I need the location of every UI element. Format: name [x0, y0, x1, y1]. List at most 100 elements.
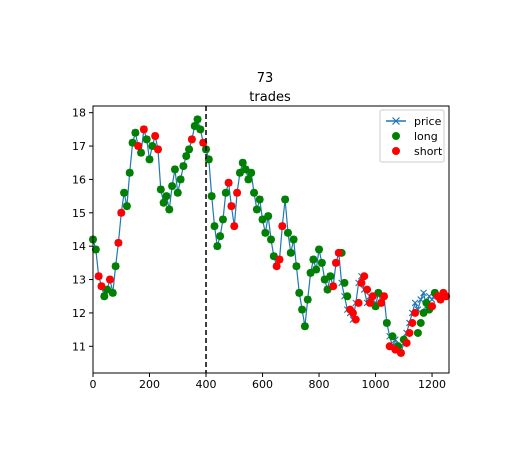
short-point	[153, 145, 162, 154]
long-point	[91, 245, 100, 254]
long-point	[315, 245, 324, 254]
long-point	[165, 205, 174, 214]
long-point	[193, 115, 202, 124]
y-tick-label: 12	[72, 307, 86, 320]
short-point	[357, 278, 366, 287]
long-point	[159, 198, 168, 207]
long-point	[168, 182, 177, 191]
long-point	[382, 318, 391, 327]
short-point	[365, 298, 374, 307]
x-tick-label: 1200	[418, 378, 446, 391]
long-point	[120, 188, 129, 197]
long-point	[281, 195, 290, 204]
short-point	[377, 298, 386, 307]
legend-long-marker	[392, 132, 400, 140]
y-tick-label: 11	[72, 340, 86, 353]
long-point	[326, 272, 335, 281]
x-tick-label: 600	[252, 378, 273, 391]
long-point	[182, 152, 191, 161]
y-tick-label: 15	[72, 207, 86, 220]
legend-short-label: short	[414, 145, 443, 158]
long-point	[286, 248, 295, 257]
short-point	[94, 272, 103, 281]
long-point	[264, 212, 273, 221]
long-point	[309, 255, 318, 264]
long-point	[317, 258, 326, 267]
short-point	[105, 275, 114, 284]
y-tick-label: 13	[72, 274, 86, 287]
y-tick-label: 14	[72, 240, 86, 253]
long-point	[204, 155, 213, 164]
long-point	[413, 328, 422, 337]
long-point	[210, 222, 219, 231]
legend-price-label: price	[414, 115, 442, 128]
long-point	[108, 288, 117, 297]
short-point	[351, 315, 360, 324]
long-point	[238, 158, 247, 167]
short-point	[134, 142, 143, 151]
long-point	[255, 195, 264, 204]
long-point	[252, 205, 261, 214]
legend-long-label: long	[414, 130, 438, 143]
plot-frame	[92, 105, 450, 374]
long-point	[207, 192, 216, 201]
long-point	[289, 235, 298, 244]
short-point	[368, 292, 377, 301]
short-point	[139, 125, 148, 134]
price-point	[420, 289, 427, 297]
short-point	[348, 308, 357, 317]
chart-title: trades	[249, 90, 291, 105]
long-point	[244, 175, 253, 184]
short-point	[117, 208, 126, 217]
long-point	[131, 128, 140, 137]
short-point	[187, 135, 196, 144]
long-point	[283, 228, 292, 237]
legend-price-marker	[392, 117, 400, 125]
x-tick-label: 200	[139, 378, 160, 391]
short-point	[199, 138, 208, 147]
short-point	[151, 132, 160, 141]
long-point	[303, 295, 312, 304]
long-point	[261, 228, 270, 237]
short-point	[275, 255, 284, 264]
short-point	[230, 222, 239, 231]
long-point	[196, 125, 205, 134]
long-point	[388, 332, 397, 341]
short-point	[354, 298, 363, 307]
long-point	[250, 188, 259, 197]
short-point	[363, 285, 372, 294]
long-point	[298, 305, 307, 314]
figure-suptitle: 73	[257, 71, 274, 86]
long-point	[247, 168, 256, 177]
axes: 0 200 400 600 800 1000 1200 11 12 13 14 15 16 17 18	[72, 105, 450, 391]
short-point	[334, 248, 343, 257]
legend-short-marker	[392, 147, 400, 155]
long-point	[125, 168, 134, 177]
x-tick-label: 0	[90, 378, 97, 391]
x-tick-label: 800	[309, 378, 330, 391]
legend: price long short	[379, 109, 445, 163]
long-point	[176, 175, 185, 184]
long-point	[162, 192, 171, 201]
short-point	[272, 262, 281, 271]
short-point	[329, 282, 338, 291]
long-point	[221, 188, 230, 197]
short-point	[380, 292, 389, 301]
long-point	[185, 145, 194, 154]
long-point	[340, 278, 349, 287]
long-point	[142, 135, 151, 144]
short-point	[278, 222, 287, 231]
short-point	[360, 272, 369, 281]
short-point	[411, 308, 420, 317]
x-tick-label: 400	[196, 378, 217, 391]
long-point	[213, 242, 222, 251]
long-point	[295, 288, 304, 297]
long-point	[156, 185, 165, 194]
long-point	[179, 162, 188, 171]
y-tick-label: 17	[72, 140, 86, 153]
price-point	[411, 299, 419, 307]
short-point	[408, 318, 417, 327]
long-point	[267, 235, 275, 244]
x-tick-label: 1000	[362, 378, 390, 391]
